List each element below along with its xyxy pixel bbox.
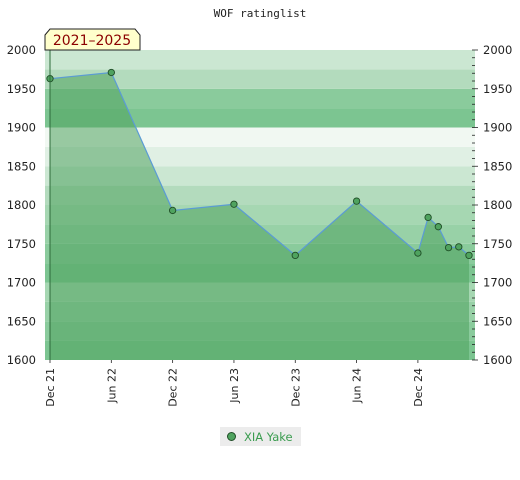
data-point <box>107 68 115 77</box>
period-badge: 2021–2025 <box>44 28 141 51</box>
y-tick-label-right: 1950 <box>483 82 512 96</box>
y-tick-label-right: 1850 <box>483 159 512 173</box>
y-tick-label-right: 1800 <box>483 198 512 212</box>
y-tick-label-left: 1950 <box>7 82 36 96</box>
x-tick-label: Jun 24 <box>351 368 364 404</box>
data-point <box>444 243 453 252</box>
data-point <box>168 206 177 215</box>
y-tick-label-right: 1600 <box>483 353 512 367</box>
y-axis-left: 1600 1650 1700 1750 1800 1850 1900 1950 2000 <box>7 43 36 367</box>
band <box>45 69 475 89</box>
data-point <box>352 197 361 205</box>
y-tick-label-left: 1850 <box>7 159 36 173</box>
x-axis: Dec 21 Jun 22 Dec 22 Jun 23 Dec 23 Jun 24 Dec … <box>44 360 425 407</box>
y-tick-label-right: 1750 <box>483 237 512 251</box>
x-tick-label: Dec 22 <box>167 368 180 407</box>
data-points <box>46 68 473 260</box>
data-point <box>455 243 463 251</box>
y-tick-label-right: 1650 <box>483 314 512 328</box>
data-point <box>230 200 238 208</box>
y-tick-label-left: 1600 <box>7 353 36 367</box>
data-point <box>465 251 473 260</box>
band <box>45 108 475 128</box>
x-tick-label: Dec 21 <box>44 368 57 407</box>
legend-marker-icon <box>227 432 236 441</box>
y-tick-label-left: 1800 <box>7 198 36 212</box>
band <box>45 50 475 70</box>
rating-area <box>50 72 469 360</box>
band <box>45 88 475 109</box>
y-tick-label-left: 2000 <box>7 43 36 57</box>
x-tick-label: Dec 24 <box>412 368 425 407</box>
data-point <box>434 223 442 231</box>
legend-label: XIA Yake <box>244 429 293 444</box>
y-axis-right: 1600 1650 1700 1750 1800 1850 1900 1950 2000 <box>472 43 512 367</box>
period-badge-text: 2021–2025 <box>53 33 131 49</box>
y-tick-label-right: 1900 <box>483 121 512 135</box>
data-point <box>424 213 432 222</box>
chart-title: WOF ratinglist <box>214 7 307 20</box>
y-tick-label-right: 2000 <box>483 43 512 57</box>
legend[interactable]: XIA Yake <box>220 427 301 446</box>
y-tick-label-left: 1650 <box>7 314 36 328</box>
band <box>45 146 475 167</box>
band <box>45 127 475 147</box>
data-point <box>414 249 422 257</box>
x-tick-label: Dec 23 <box>289 368 302 407</box>
rating-area-fill <box>50 72 469 360</box>
y-tick-label-left: 1700 <box>7 276 36 290</box>
x-tick-label: Jun 23 <box>228 368 241 404</box>
y-tick-label-right: 1700 <box>483 276 512 290</box>
data-point <box>291 251 299 260</box>
y-tick-label-left: 1750 <box>7 237 36 251</box>
x-tick-label: Jun 22 <box>105 368 118 404</box>
y-tick-label-left: 1900 <box>7 121 36 135</box>
